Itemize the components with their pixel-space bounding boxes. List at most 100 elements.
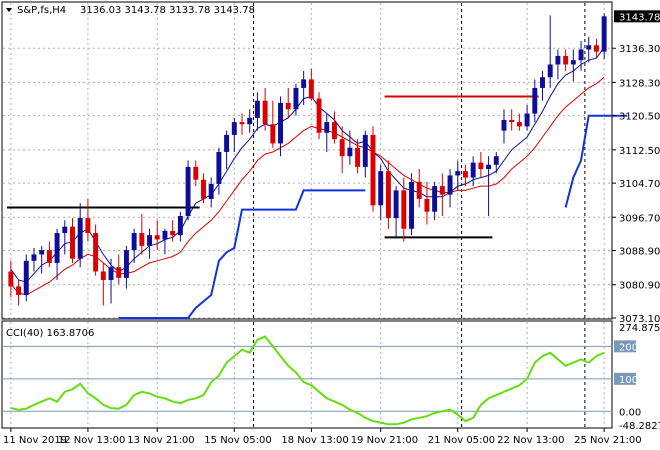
candle-body <box>100 271 106 281</box>
cci-level-marker <box>614 372 636 385</box>
candle-body <box>447 175 453 195</box>
support-lines <box>7 95 539 239</box>
price-tick-label: 3128.30 <box>619 78 660 89</box>
session-separators <box>253 3 586 427</box>
candle-body <box>70 226 75 259</box>
candle-body <box>262 100 268 125</box>
cci-title: CCI(40) 163.8706 <box>6 328 94 339</box>
candle-body <box>347 147 353 157</box>
candle-body <box>324 122 330 133</box>
candle-body <box>462 171 468 178</box>
time-tick-label: 22 Nov 13:00 <box>497 435 564 446</box>
cci-tick-label: 0.00 <box>619 407 641 418</box>
candle-body <box>509 119 515 123</box>
candle-body <box>547 64 553 78</box>
candle-body <box>170 230 176 236</box>
candle-body <box>123 250 129 278</box>
time-tick-label: 21 Nov 05:00 <box>428 435 495 446</box>
candle-body <box>332 122 337 140</box>
time-tick-label: 25 Nov 21:00 <box>574 435 641 446</box>
candles <box>8 13 607 306</box>
candle-body <box>416 181 422 199</box>
candle-body <box>77 218 83 259</box>
candle-body <box>355 147 361 167</box>
candle-body <box>593 45 599 52</box>
axes: 3143.78 3136.30 3128.30 3120.50 3112.50 3104.… <box>3 10 660 446</box>
cci-tick-label: 274.8750 <box>619 323 660 334</box>
current-price-marker <box>614 10 660 23</box>
price-tick-label: 3096.70 <box>619 213 660 224</box>
candle-body <box>270 124 276 144</box>
cci-line <box>10 335 605 426</box>
candle-body <box>339 139 345 157</box>
cci-tick-label: -48.2827 <box>619 421 660 432</box>
candle-body <box>432 186 438 212</box>
candle-body <box>393 190 399 219</box>
candle-body <box>439 186 445 195</box>
ohlc-readout: 3136.03 3143.78 3133.78 3143.78 <box>80 5 255 16</box>
candle-body <box>224 134 230 152</box>
candle-body <box>308 79 314 99</box>
fast-moving-average-line <box>10 47 605 283</box>
candle-body <box>208 183 214 199</box>
candle-body <box>385 171 391 219</box>
candle-body <box>201 179 206 199</box>
candle-body <box>116 267 122 278</box>
candle-body <box>162 230 168 240</box>
time-tick-label: 18 Nov 13:00 <box>281 435 348 446</box>
candle-body <box>378 171 384 206</box>
candle-body <box>301 79 307 88</box>
candle-body <box>254 100 260 118</box>
candle-body <box>586 45 592 50</box>
price-tick-label: 3088.90 <box>619 247 660 258</box>
candle-body <box>362 134 368 167</box>
candle-body <box>185 166 191 216</box>
candle-body <box>516 122 522 127</box>
trailing-stop-line <box>564 114 628 208</box>
candle-body <box>563 55 569 65</box>
candle-body <box>247 117 253 125</box>
price-tick-label: 3136.30 <box>619 44 660 55</box>
candle-body <box>31 254 37 261</box>
trailing-stop-line <box>118 189 366 319</box>
candle-body <box>601 16 607 52</box>
candle-body <box>493 156 499 165</box>
candle-body <box>524 113 530 127</box>
candle-body <box>540 77 545 88</box>
time-tick-label: 15 Nov 05:00 <box>204 435 271 446</box>
candle-body <box>578 49 584 61</box>
price-tick-label: 3120.50 <box>619 112 660 123</box>
current-price-label: 3143.78 <box>619 12 660 23</box>
candle-body <box>285 102 291 110</box>
candle-body <box>147 235 153 246</box>
candle-body <box>570 60 576 65</box>
cci-panel-frame <box>1 320 613 429</box>
candle-body <box>85 218 91 234</box>
candle-body <box>154 235 160 240</box>
price-tick-label: 3104.70 <box>619 179 660 190</box>
cci-levels <box>3 345 612 412</box>
candle-body <box>23 260 29 295</box>
cci-level-marker <box>614 340 636 353</box>
price-tick-label: 3080.90 <box>619 281 660 292</box>
price-panel-frame <box>1 1 613 320</box>
candle-body <box>239 122 245 125</box>
cci-tick-label: 100 <box>619 375 638 386</box>
triangle-down-icon[interactable] <box>6 8 12 12</box>
time-tick-label: 11 Nov 2019 <box>3 435 67 446</box>
candle-body <box>39 250 45 255</box>
candle-body <box>455 171 461 176</box>
price-tick-label: 3073.10 <box>619 314 660 325</box>
candle-body <box>131 233 137 251</box>
time-tick-label: 12 Nov 13:00 <box>58 435 125 446</box>
candle-body <box>470 162 476 178</box>
cci-tick-label: 200 <box>619 342 638 353</box>
candle-body <box>216 151 222 184</box>
price-tick-label: 3112.50 <box>619 146 660 157</box>
candle-body <box>177 215 183 236</box>
candle-body <box>108 267 114 281</box>
candle-body <box>409 181 414 229</box>
candle-body <box>316 98 322 133</box>
